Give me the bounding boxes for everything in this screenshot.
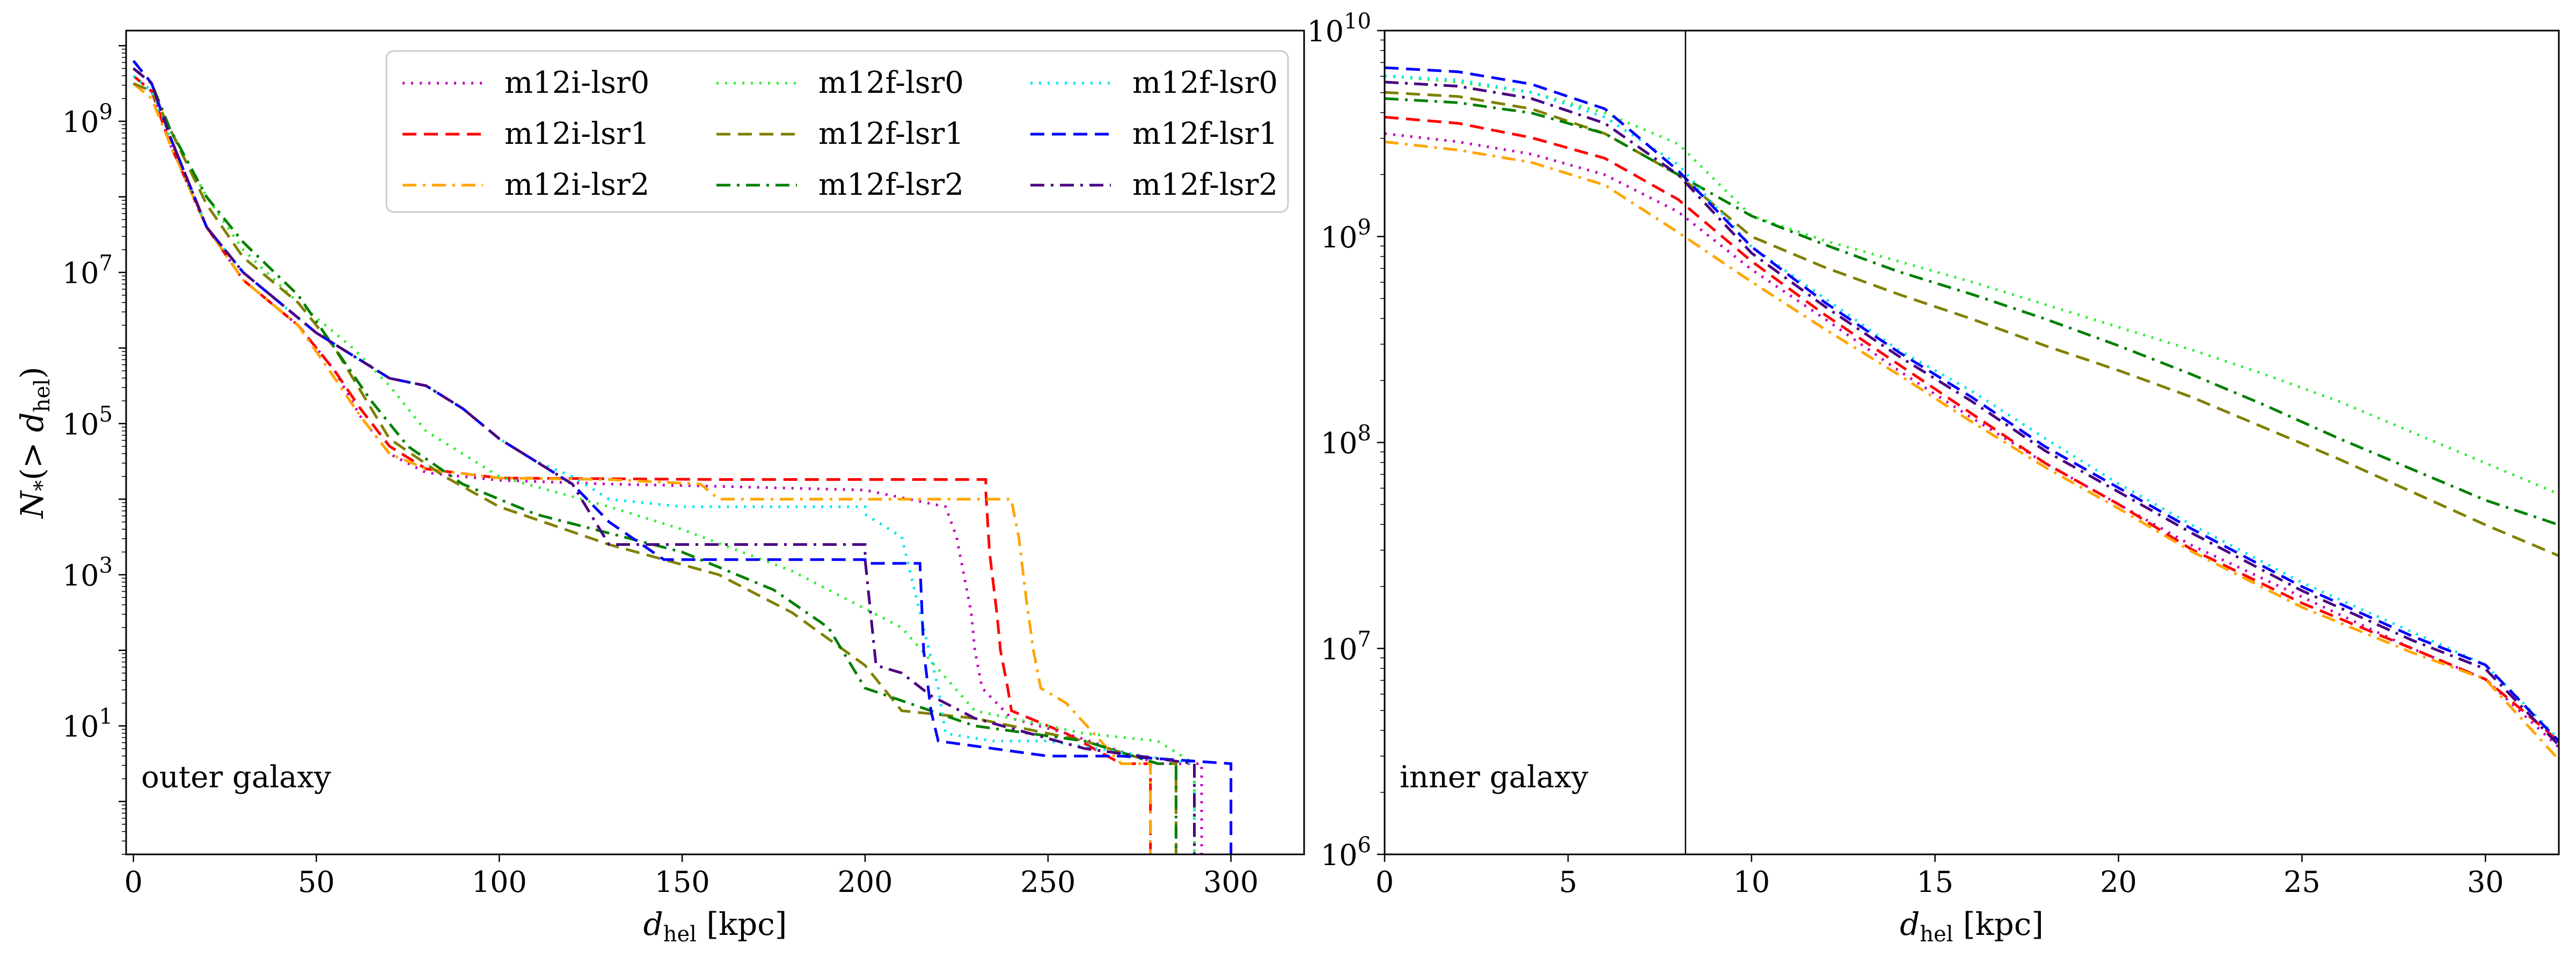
legend-label: m12f-lsr0 bbox=[818, 65, 964, 100]
y-axis-label: N*(> dhel) bbox=[14, 367, 55, 519]
series-line-right-2 bbox=[1385, 140, 2559, 761]
x-tick-label: 50 bbox=[298, 865, 335, 899]
y-tick-label: 101 bbox=[62, 705, 113, 744]
x-tick-label: 20 bbox=[2100, 865, 2137, 899]
series-line-right-3 bbox=[1385, 74, 2559, 495]
series-line-right-6 bbox=[1385, 74, 2559, 740]
legend-label: m12f-lsr1 bbox=[818, 116, 964, 151]
y-tick-label: 103 bbox=[62, 553, 113, 592]
panel-annotation: outer galaxy bbox=[141, 760, 331, 795]
x-tick-label: 200 bbox=[837, 865, 892, 899]
y-tick-label: 108 bbox=[1321, 421, 1371, 460]
series-line-left-5 bbox=[133, 67, 1177, 854]
plot-frame-left bbox=[125, 30, 1305, 855]
plot-frame-right bbox=[1384, 30, 2560, 855]
series-line-right-1 bbox=[1385, 115, 2559, 742]
y-tick-label: 107 bbox=[1321, 627, 1371, 666]
series-line-left-3 bbox=[133, 75, 1196, 854]
panel-annotation: inner galaxy bbox=[1400, 760, 1589, 795]
series-line-right-7 bbox=[1385, 66, 2559, 742]
legend-label: m12f-lsr2 bbox=[1132, 167, 1278, 202]
legend-label: m12f-lsr1 bbox=[1132, 116, 1278, 151]
x-tick-label: 10 bbox=[1733, 865, 1770, 899]
legend-label: m12i-lsr0 bbox=[504, 65, 649, 100]
series-line-left-2 bbox=[133, 82, 1152, 854]
series-line-right-0 bbox=[1385, 132, 2559, 749]
y-tick-label: 109 bbox=[62, 100, 113, 139]
y-tick-label: 1010 bbox=[1307, 9, 1371, 48]
y-tick-label: 106 bbox=[1321, 833, 1371, 872]
legend: m12i-lsr0 m12i-lsr1 m12i-lsr2 m12f-lsr0 m12f… bbox=[385, 50, 1289, 213]
series-line-left-7 bbox=[132, 60, 1233, 854]
x-tick-label: 25 bbox=[2284, 865, 2321, 899]
panel-inner-galaxy: 0 5 10 15 20 25 30 106 107 108 109 1010 inner galaxy… bbox=[1307, 9, 2560, 947]
legend-label: m12i-lsr2 bbox=[504, 167, 649, 202]
x-tick-label: 0 bbox=[124, 865, 142, 899]
series-line-left-8 bbox=[133, 67, 1196, 854]
legend-box bbox=[385, 50, 1289, 213]
x-tick-label: 100 bbox=[472, 865, 527, 899]
legend-label: m12f-lsr2 bbox=[818, 167, 964, 202]
y-tick-label: 109 bbox=[1321, 215, 1371, 254]
y-tick-label: 107 bbox=[62, 251, 113, 290]
x-tick-label: 15 bbox=[1916, 865, 1953, 899]
panel-outer-galaxy: 0 50 100 150 200 250 300 101 103 105 107 109 outer g… bbox=[14, 30, 1305, 947]
y-tick-label: 105 bbox=[62, 402, 113, 441]
series-line-right-5 bbox=[1385, 97, 2559, 526]
x-axis-label: dhel [kpc] bbox=[643, 906, 787, 947]
legend-label: m12f-lsr0 bbox=[1132, 65, 1278, 100]
x-tick-label: 300 bbox=[1203, 865, 1258, 899]
x-tick-label: 0 bbox=[1375, 865, 1394, 899]
x-tick-label: 250 bbox=[1020, 865, 1075, 899]
x-axis-label: dhel [kpc] bbox=[1900, 906, 2044, 947]
legend-label: m12i-lsr1 bbox=[504, 116, 649, 151]
series-line-right-8 bbox=[1385, 80, 2559, 747]
x-tick-label: 150 bbox=[655, 865, 710, 899]
x-tick-label: 30 bbox=[2467, 865, 2504, 899]
series-line-right-4 bbox=[1385, 91, 2559, 557]
x-tick-label: 5 bbox=[1559, 865, 1577, 899]
